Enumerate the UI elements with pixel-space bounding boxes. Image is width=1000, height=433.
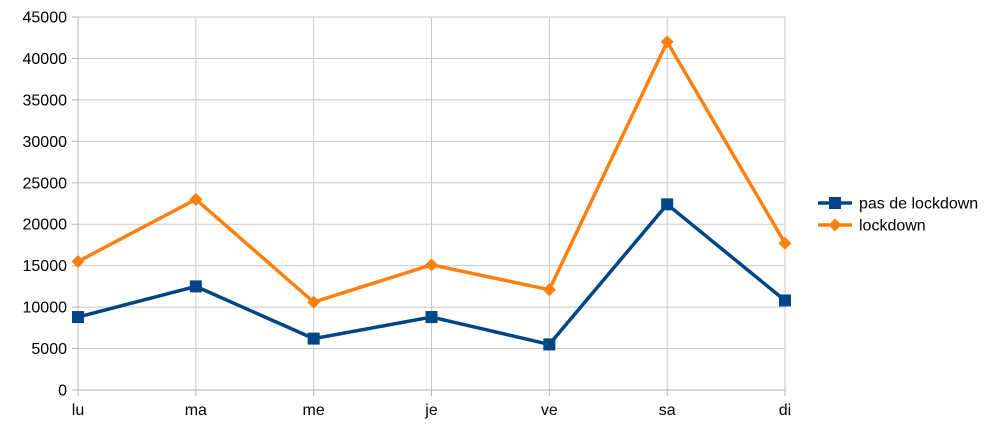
data-point <box>425 258 438 272</box>
series-lines <box>71 35 792 351</box>
y-tick-label: 10000 <box>23 300 68 317</box>
series-lockdown <box>71 35 792 309</box>
data-point <box>543 338 556 351</box>
y-tick-label: 5000 <box>31 341 67 358</box>
legend-swatch-marker <box>828 218 842 232</box>
series-pas-de-lockdown <box>72 198 791 351</box>
y-tick-label: 40000 <box>23 51 68 68</box>
legend-label: pas de lockdown <box>859 196 978 213</box>
y-tick-label: 20000 <box>23 217 68 234</box>
data-point <box>189 192 203 206</box>
data-point <box>425 311 438 324</box>
y-tick-label: 45000 <box>23 10 68 27</box>
x-tick-label: ve <box>541 402 558 419</box>
y-tick-label: 30000 <box>23 134 68 151</box>
data-point <box>778 236 792 250</box>
data-point <box>72 311 84 324</box>
x-tick-label: me <box>303 402 325 419</box>
x-tick-label: ma <box>185 402 207 419</box>
data-point <box>779 294 791 307</box>
x-tick-label: sa <box>659 402 676 419</box>
y-tick-label: 35000 <box>23 92 68 109</box>
x-tick-label: lu <box>72 402 84 419</box>
grid-lines <box>77 16 786 390</box>
y-tick-label: 0 <box>58 383 67 400</box>
data-point <box>307 332 320 345</box>
legend: pas de lockdown lockdown <box>818 196 978 235</box>
data-point <box>71 255 85 269</box>
y-tick-label: 25000 <box>23 175 68 192</box>
data-point <box>661 198 674 211</box>
legend-item: lockdown <box>818 218 926 235</box>
y-tick-label: 15000 <box>23 258 68 275</box>
legend-item: pas de lockdown <box>818 196 978 213</box>
x-tick-label: di <box>779 402 791 419</box>
legend-swatch-marker <box>829 197 841 209</box>
axes: 0 5000 10000 15000 20000 25000 30000 35000 40000… <box>23 10 792 420</box>
data-point <box>542 283 556 297</box>
data-point <box>189 280 202 293</box>
data-point <box>307 295 321 309</box>
x-tick-label: je <box>424 402 438 419</box>
legend-label: lockdown <box>859 218 926 235</box>
data-point <box>660 35 674 49</box>
